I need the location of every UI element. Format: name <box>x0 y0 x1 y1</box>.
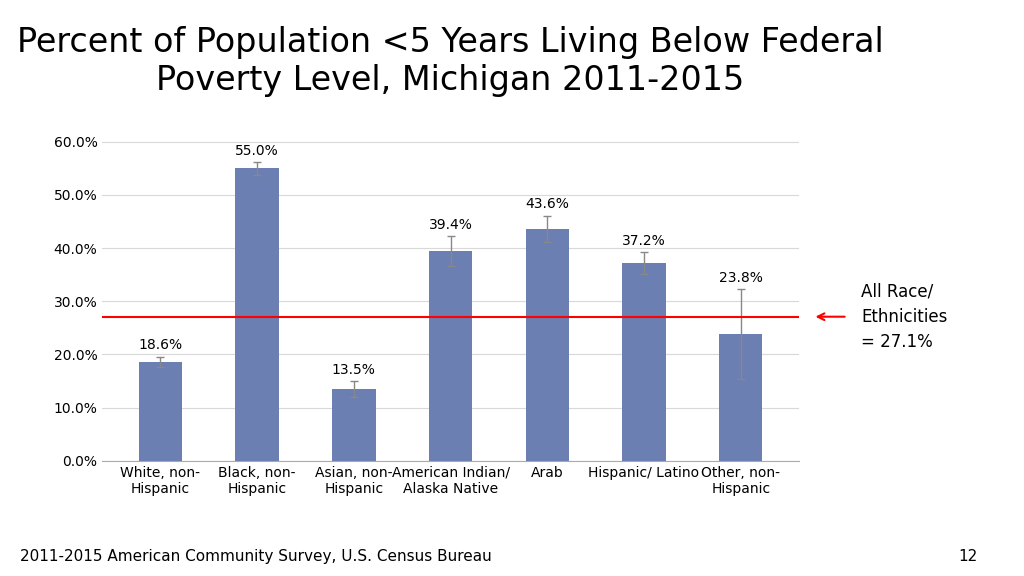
Text: All Race/
Ethnicities
= 27.1%: All Race/ Ethnicities = 27.1% <box>861 283 948 351</box>
Text: 18.6%: 18.6% <box>138 338 182 353</box>
Title: Percent of Population <5 Years Living Below Federal
Poverty Level, Michigan 2011: Percent of Population <5 Years Living Be… <box>17 26 884 97</box>
Bar <box>332 389 376 461</box>
Bar <box>525 229 569 461</box>
Text: 2011-2015 American Community Survey, U.S. Census Bureau: 2011-2015 American Community Survey, U.S… <box>20 550 493 564</box>
Text: 39.4%: 39.4% <box>429 218 472 232</box>
Text: 13.5%: 13.5% <box>332 363 376 377</box>
Bar <box>623 263 666 461</box>
Bar <box>138 362 182 461</box>
Text: 23.8%: 23.8% <box>719 271 763 285</box>
Text: 43.6%: 43.6% <box>525 198 569 211</box>
Text: 12: 12 <box>958 550 978 564</box>
Bar <box>429 251 472 461</box>
Text: 37.2%: 37.2% <box>623 234 666 248</box>
Text: 55.0%: 55.0% <box>236 144 279 158</box>
Bar <box>719 334 763 461</box>
Bar <box>236 168 279 461</box>
